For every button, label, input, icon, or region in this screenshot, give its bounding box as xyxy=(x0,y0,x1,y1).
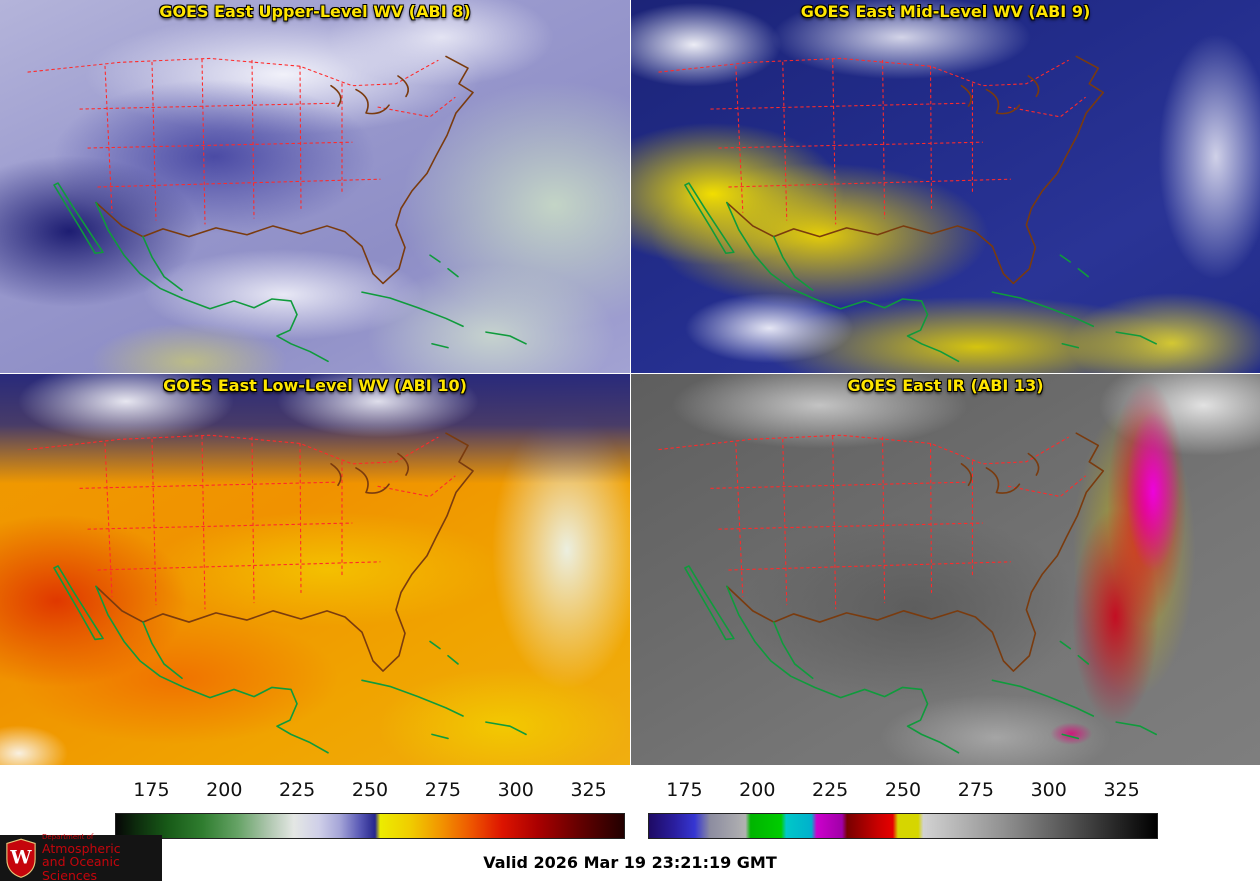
panel-abi9: GOES East Mid-Level WV (ABI 9) xyxy=(630,0,1260,373)
colorbar-tick: 175 xyxy=(133,779,170,801)
ir-colorbar xyxy=(648,813,1158,839)
map-overlay xyxy=(0,0,630,373)
map-overlay xyxy=(0,374,630,765)
colorbar-tick: 200 xyxy=(206,779,243,801)
colorbar-tick: 250 xyxy=(884,779,922,801)
wv-colorbar-ticks: 175 200 225 250 275 300 325 xyxy=(115,779,625,807)
map-overlay xyxy=(631,0,1260,373)
map-overlay xyxy=(631,374,1260,765)
crest-letter: W xyxy=(9,847,32,869)
colorbar-tick: 300 xyxy=(1030,779,1067,801)
logo-dept-line: Department of xyxy=(42,832,94,841)
legend-and-footer: 175 200 225 250 275 300 325 175 200 225 … xyxy=(0,765,1260,881)
colorbar-tick: 175 xyxy=(666,779,703,801)
wv-colorbar-group: 175 200 225 250 275 300 325 xyxy=(115,779,625,841)
panel-abi8: GOES East Upper-Level WV (ABI 8) xyxy=(0,0,630,373)
colorbar-tick: 200 xyxy=(739,779,776,801)
colorbar-tick: 250 xyxy=(351,779,389,801)
valid-time: Valid 2026 Mar 19 23:21:19 GMT xyxy=(483,853,777,872)
colorbar-tick: 275 xyxy=(424,779,462,801)
panel-abi10: GOES East Low-Level WV (ABI 10) xyxy=(0,373,630,765)
colorbar-tick: 300 xyxy=(497,779,534,801)
colorbar-tick: 225 xyxy=(811,779,849,801)
logo-line-1: Atmospheric xyxy=(42,840,121,856)
colorbar-tick: 275 xyxy=(957,779,995,801)
panel-title-abi9: GOES East Mid-Level WV (ABI 9) xyxy=(800,2,1091,21)
colorbar-tick: 325 xyxy=(570,779,607,801)
panel-title-abi8: GOES East Upper-Level WV (ABI 8) xyxy=(159,2,471,21)
panel-title-abi13: GOES East IR (ABI 13) xyxy=(847,376,1044,395)
uw-aos-logo: W Department of Atmospheric and Oceanic … xyxy=(0,832,162,881)
logo-text: Department of Atmospheric and Oceanic Sc… xyxy=(42,832,157,881)
ir-colorbar-group: 175 200 225 250 275 300 325 xyxy=(648,779,1158,841)
colorbar-tick: 325 xyxy=(1103,779,1140,801)
panel-title-abi10: GOES East Low-Level WV (ABI 10) xyxy=(163,376,467,395)
panel-abi13: GOES East IR (ABI 13) xyxy=(630,373,1260,765)
uw-crest-icon: W xyxy=(6,838,36,878)
satellite-panels: GOES East Upper-Level WV (ABI 8) GOES Ea… xyxy=(0,0,1260,765)
ir-colorbar-ticks: 175 200 225 250 275 300 325 xyxy=(648,779,1158,807)
wv-colorbar xyxy=(115,813,625,839)
logo-line-2: and Oceanic Sciences xyxy=(42,854,120,881)
colorbar-tick: 225 xyxy=(278,779,316,801)
